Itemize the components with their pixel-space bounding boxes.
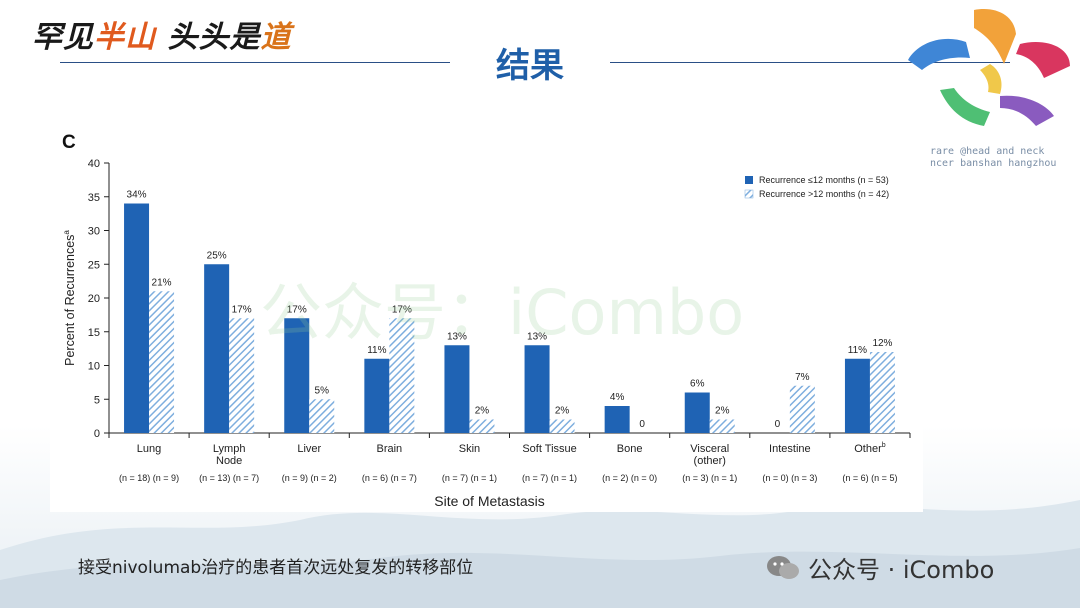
- chart-panel: C 0 5 10 15 20 25 30 35 40 Percent of Recurrencesa…: [50, 112, 923, 512]
- category-label: Brain: [377, 443, 403, 455]
- x-axis-title: Site of Metastasis: [434, 493, 545, 509]
- bar-series-2: [309, 399, 335, 433]
- category-label: Otherb: [854, 442, 886, 455]
- y-tick-label: 40: [88, 158, 100, 170]
- bar-series-2: [229, 318, 255, 433]
- y-tick-label: 5: [94, 394, 100, 406]
- category-count: (n = 3) (n = 1): [682, 473, 737, 483]
- y-tick-label: 35: [88, 192, 100, 204]
- category-label: Soft Tissue: [522, 443, 576, 455]
- logo-text: rare @head and neck ncer banshan hangzho…: [930, 146, 1080, 170]
- bar-series-1: [124, 203, 150, 433]
- bar-series-2: [389, 318, 415, 433]
- category-label: (other): [694, 455, 726, 467]
- bar-series-1: [524, 345, 550, 433]
- category-label: Bone: [617, 443, 643, 455]
- data-label-series-2: 2%: [475, 406, 490, 417]
- y-axis-title-superscript: a: [62, 230, 71, 235]
- category-label: Lymph: [213, 443, 246, 455]
- bar-series-1: [684, 392, 710, 433]
- y-tick-label: 20: [88, 293, 100, 305]
- y-tick-label: 10: [88, 361, 100, 373]
- data-label-series-2: 7%: [795, 372, 810, 383]
- legend-label-series-1: Recurrence ≤12 months (n = 53): [759, 175, 889, 185]
- category-count: (n = 9) (n = 2): [282, 473, 337, 483]
- watermark-overlay: 公众号：iCombo: [260, 276, 745, 349]
- data-label-series-1: 13%: [447, 331, 467, 342]
- category-superscript: b: [882, 442, 886, 449]
- bar-series-1: [844, 358, 870, 433]
- title-rule-left: [60, 62, 450, 63]
- category-count: (n = 13) (n = 7): [199, 473, 259, 483]
- bar-series-1: [604, 406, 630, 433]
- bar-series-2: [709, 419, 735, 433]
- hands-logo: [908, 9, 1070, 126]
- brand-part-2: 半山: [94, 20, 156, 55]
- data-label-series-2: 2%: [555, 406, 570, 417]
- y-axis-title-text: Percent of Recurrences: [63, 235, 77, 366]
- bar-series-2: [869, 352, 895, 433]
- bar-series-2: [549, 419, 575, 433]
- data-label-series-1: 25%: [207, 250, 227, 261]
- bar-series-1: [284, 318, 310, 433]
- bar-series-2: [149, 291, 175, 433]
- legend-swatch-series-2: [744, 189, 754, 199]
- bar-series-2: [789, 385, 815, 433]
- category-count: (n = 6) (n = 7): [362, 473, 417, 483]
- y-tick-label: 15: [88, 327, 100, 339]
- title-rule-right: [610, 62, 1010, 63]
- data-label-series-1: 4%: [610, 392, 625, 403]
- data-label-series-2: 17%: [232, 304, 252, 315]
- category-count: (n = 0) (n = 3): [762, 473, 817, 483]
- legend-swatch-series-1: [745, 176, 753, 184]
- brand-calligraphy: 罕见半山 头头是道: [32, 12, 291, 56]
- category-count: (n = 7) (n = 1): [522, 473, 577, 483]
- data-label-series-1: 0: [775, 419, 781, 430]
- wechat-icon: [767, 555, 799, 579]
- data-label-series-2: 12%: [872, 338, 892, 349]
- slide-title: 结果: [496, 46, 564, 86]
- logo-text-line-2: ncer banshan hangzhou: [930, 158, 1057, 169]
- bar-chart: C 0 5 10 15 20 25 30 35 40 Percent of Recurrencesa…: [62, 132, 911, 509]
- brand-part-1: 罕见: [32, 20, 94, 55]
- data-label-series-1: 6%: [690, 379, 705, 390]
- category-count: (n = 6) (n = 5): [842, 473, 897, 483]
- data-label-series-1: 11%: [367, 345, 386, 356]
- category-label: Node: [216, 455, 242, 467]
- mountain-decoration: [0, 500, 1080, 608]
- data-label-series-1: 34%: [127, 190, 147, 201]
- panel-label: C: [62, 132, 76, 153]
- category-count: (n = 7) (n = 1): [442, 473, 497, 483]
- data-label-series-2: 0: [639, 419, 645, 430]
- data-label-series-1: 11%: [848, 345, 867, 356]
- category-label: Skin: [459, 443, 480, 455]
- bar-series-1: [444, 345, 470, 433]
- wechat-watermark: 公众号 · iCombo: [766, 550, 994, 585]
- legend-label-series-2: Recurrence >12 months (n = 42): [759, 189, 889, 199]
- slide-caption: 接受nivolumab治疗的患者首次远处复发的转移部位: [78, 558, 474, 578]
- category-label: Intestine: [769, 443, 811, 455]
- category-label: Lung: [137, 443, 161, 455]
- bar-series-1: [204, 264, 230, 433]
- data-label-series-1: 13%: [527, 331, 547, 342]
- y-tick-label: 25: [88, 259, 100, 271]
- category-label: Visceral: [690, 443, 729, 455]
- data-label-series-2: 2%: [715, 406, 730, 417]
- category-label: Liver: [297, 443, 321, 455]
- data-label-series-1: 17%: [287, 304, 307, 315]
- y-axis-title: Percent of Recurrencesa: [62, 230, 77, 366]
- bar-series-2: [469, 419, 495, 433]
- category-count: (n = 18) (n = 9): [119, 473, 179, 483]
- y-tick-label: 0: [94, 428, 100, 440]
- category-count: (n = 2) (n = 0): [602, 473, 657, 483]
- data-label-series-2: 5%: [315, 385, 330, 396]
- y-tick-label: 30: [88, 226, 100, 238]
- data-label-series-2: 17%: [392, 304, 412, 315]
- brand-part-3: 头头是: [167, 20, 261, 55]
- brand-part-4: 道: [260, 20, 292, 55]
- watermark-text: 公众号 · iCombo: [808, 556, 995, 584]
- logo-text-line-1: rare @head and neck: [930, 146, 1045, 157]
- data-label-series-2: 21%: [152, 277, 172, 288]
- bar-series-1: [364, 358, 390, 433]
